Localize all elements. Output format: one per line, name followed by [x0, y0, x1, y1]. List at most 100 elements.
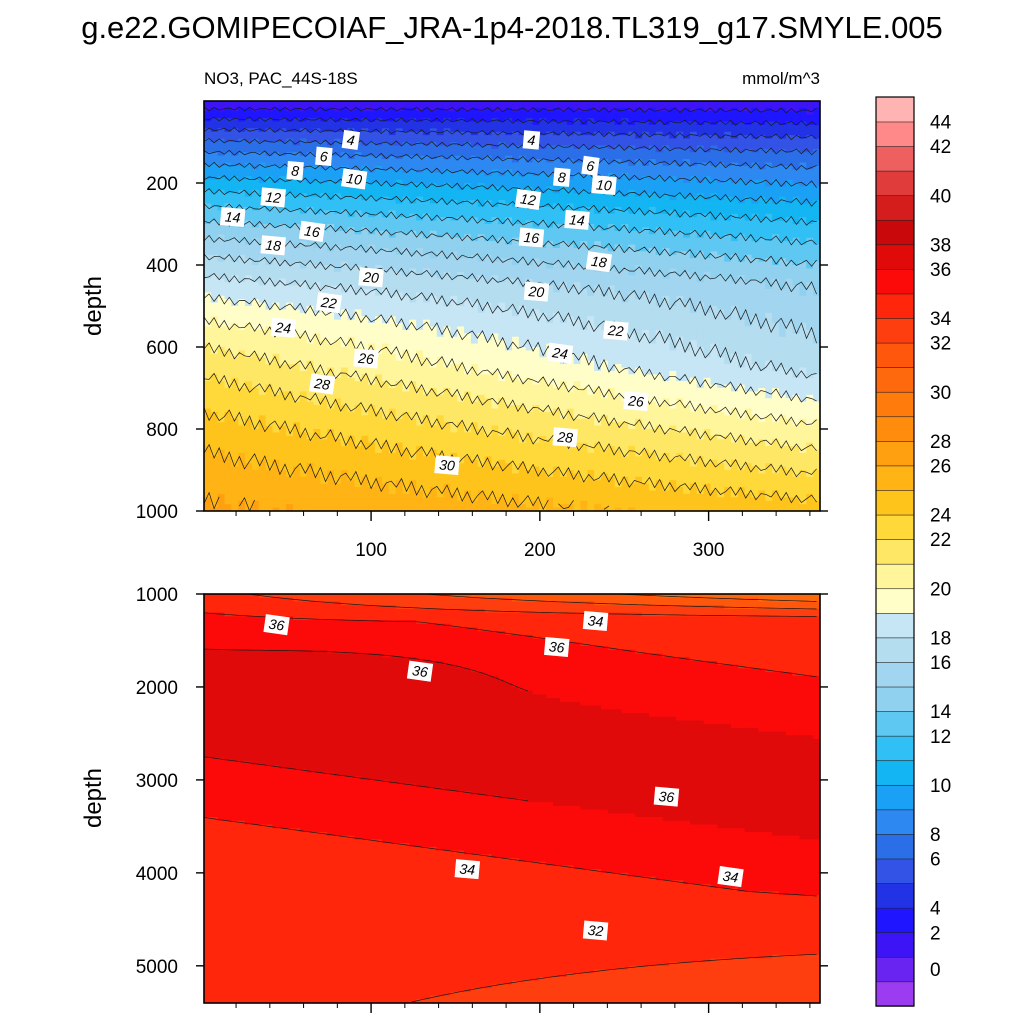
contour-label: 4	[341, 129, 361, 150]
colorbar-swatch	[875, 661, 915, 688]
contour-label: 10	[341, 168, 368, 190]
units-label: mmol/m^3	[742, 69, 820, 88]
x-tick-label: 100	[355, 540, 387, 561]
colorbar-label: 6	[930, 850, 941, 871]
y-tick-label: 2000	[136, 678, 178, 699]
colorbar-swatch	[875, 760, 915, 786]
colorbar-label: 32	[930, 334, 951, 355]
contour-label: 30	[434, 455, 460, 476]
contour-label: 32	[582, 920, 609, 941]
colorbar-swatch	[875, 440, 915, 467]
contour-label: 16	[518, 227, 545, 248]
contour-label: 14	[219, 207, 246, 228]
colorbar-label: 40	[930, 186, 951, 207]
y-tick-label: 5000	[136, 957, 178, 978]
colorbar-label: 10	[930, 776, 951, 797]
contour-label: 24	[546, 342, 574, 364]
colorbar-swatch	[875, 194, 915, 221]
colorbar-swatch	[875, 514, 915, 540]
upper-y-axis-label: depth	[80, 276, 107, 336]
colorbar-label: 20	[930, 579, 951, 600]
colorbar-swatch	[875, 317, 915, 344]
colorbar-swatch	[875, 735, 915, 762]
upper-axis-ticks: 200 400 600 800 1000 100 200 300	[136, 174, 828, 561]
colorbar-label: 34	[930, 309, 952, 330]
y-tick-label: 1000	[136, 502, 178, 523]
lower-y-axis-label: depth	[80, 768, 107, 828]
colorbar-frame	[875, 96, 915, 1007]
contour-label: 12	[514, 188, 542, 210]
colorbar-label: 30	[930, 383, 951, 404]
colorbar-swatch	[875, 784, 915, 811]
colorbar-swatch	[875, 637, 915, 663]
colorbar-swatch	[875, 882, 915, 909]
colorbar-swatch	[875, 686, 915, 712]
lower-contour-lines	[204, 594, 817, 1003]
colorbar-label: 2	[930, 923, 941, 944]
contour-label: 14	[564, 209, 590, 230]
y-tick-label: 800	[146, 420, 178, 441]
colorbar-label: 18	[930, 628, 951, 649]
contour-label: 20	[523, 281, 550, 302]
colorbar-swatch	[875, 809, 915, 835]
y-tick-label: 400	[146, 256, 178, 277]
contour-label: 16	[298, 220, 326, 242]
colorbar-label: 36	[930, 260, 951, 281]
contour-label: 36	[406, 660, 434, 682]
colorbar-label: 26	[930, 457, 951, 478]
colorbar-swatch	[875, 931, 915, 958]
colorbar-swatch	[875, 907, 915, 933]
colorbar-label: 12	[930, 727, 951, 748]
colorbar-label: 24	[930, 506, 952, 527]
panel-title: NO3, PAC_44S-18S	[204, 69, 358, 88]
colorbar-label: 16	[930, 653, 951, 674]
y-tick-label: 3000	[136, 771, 178, 792]
contour-label: 8	[286, 161, 304, 181]
contour-label: 22	[603, 320, 629, 341]
figure-title: g.e22.GOMIPECOIAF_JRA-1p4-2018.TL319_g17…	[81, 10, 943, 45]
y-tick-label: 600	[146, 338, 178, 359]
contour-label: 34	[582, 610, 609, 631]
lower-contour-labels: 36 34 36 36 36 34 34 32	[263, 610, 744, 941]
colorbar-label: 14	[930, 702, 952, 723]
contour-label: 12	[260, 187, 286, 208]
colorbar-swatch	[875, 366, 915, 393]
colorbar-swatch	[875, 489, 915, 516]
colorbar-swatch	[875, 121, 915, 147]
colorbar-swatch	[875, 588, 915, 614]
colorbar-swatch	[875, 268, 915, 295]
contour-label: 34	[454, 859, 481, 880]
colorbar-swatch	[875, 391, 915, 418]
contour-label: 36	[543, 636, 570, 657]
colorbar-swatch	[875, 416, 915, 442]
contour-label: 28	[309, 373, 336, 395]
y-tick-label: 1000	[136, 585, 178, 606]
contour-label: 18	[260, 235, 286, 256]
upper-contour-fill	[204, 101, 820, 511]
contour-label: 36	[653, 786, 680, 807]
colorbar-label: 42	[930, 137, 951, 158]
contour-label: 28	[552, 427, 578, 448]
x-tick-label: 300	[693, 540, 725, 561]
colorbar-swatch	[875, 538, 915, 565]
contour-label: 8	[553, 167, 571, 187]
contour-label: 26	[623, 391, 649, 412]
contour-label: 26	[353, 348, 379, 369]
colorbar-swatch	[875, 612, 915, 639]
lower-axis-ticks: 1000 2000 3000 4000 5000	[136, 585, 828, 1013]
colorbar-swatch	[875, 858, 915, 884]
colorbar-swatch	[875, 293, 915, 319]
colorbar-swatch	[875, 710, 915, 737]
colorbar-swatch	[875, 96, 915, 123]
contour-label: 20	[358, 267, 384, 288]
contour-label: 24	[270, 317, 297, 338]
contour-label: 6	[581, 155, 600, 176]
contour-label: 10	[591, 175, 617, 196]
colorbar-swatch	[875, 145, 915, 172]
x-tick-label: 200	[524, 540, 556, 561]
y-tick-label: 200	[146, 174, 178, 195]
contour-label: 22	[315, 292, 343, 314]
